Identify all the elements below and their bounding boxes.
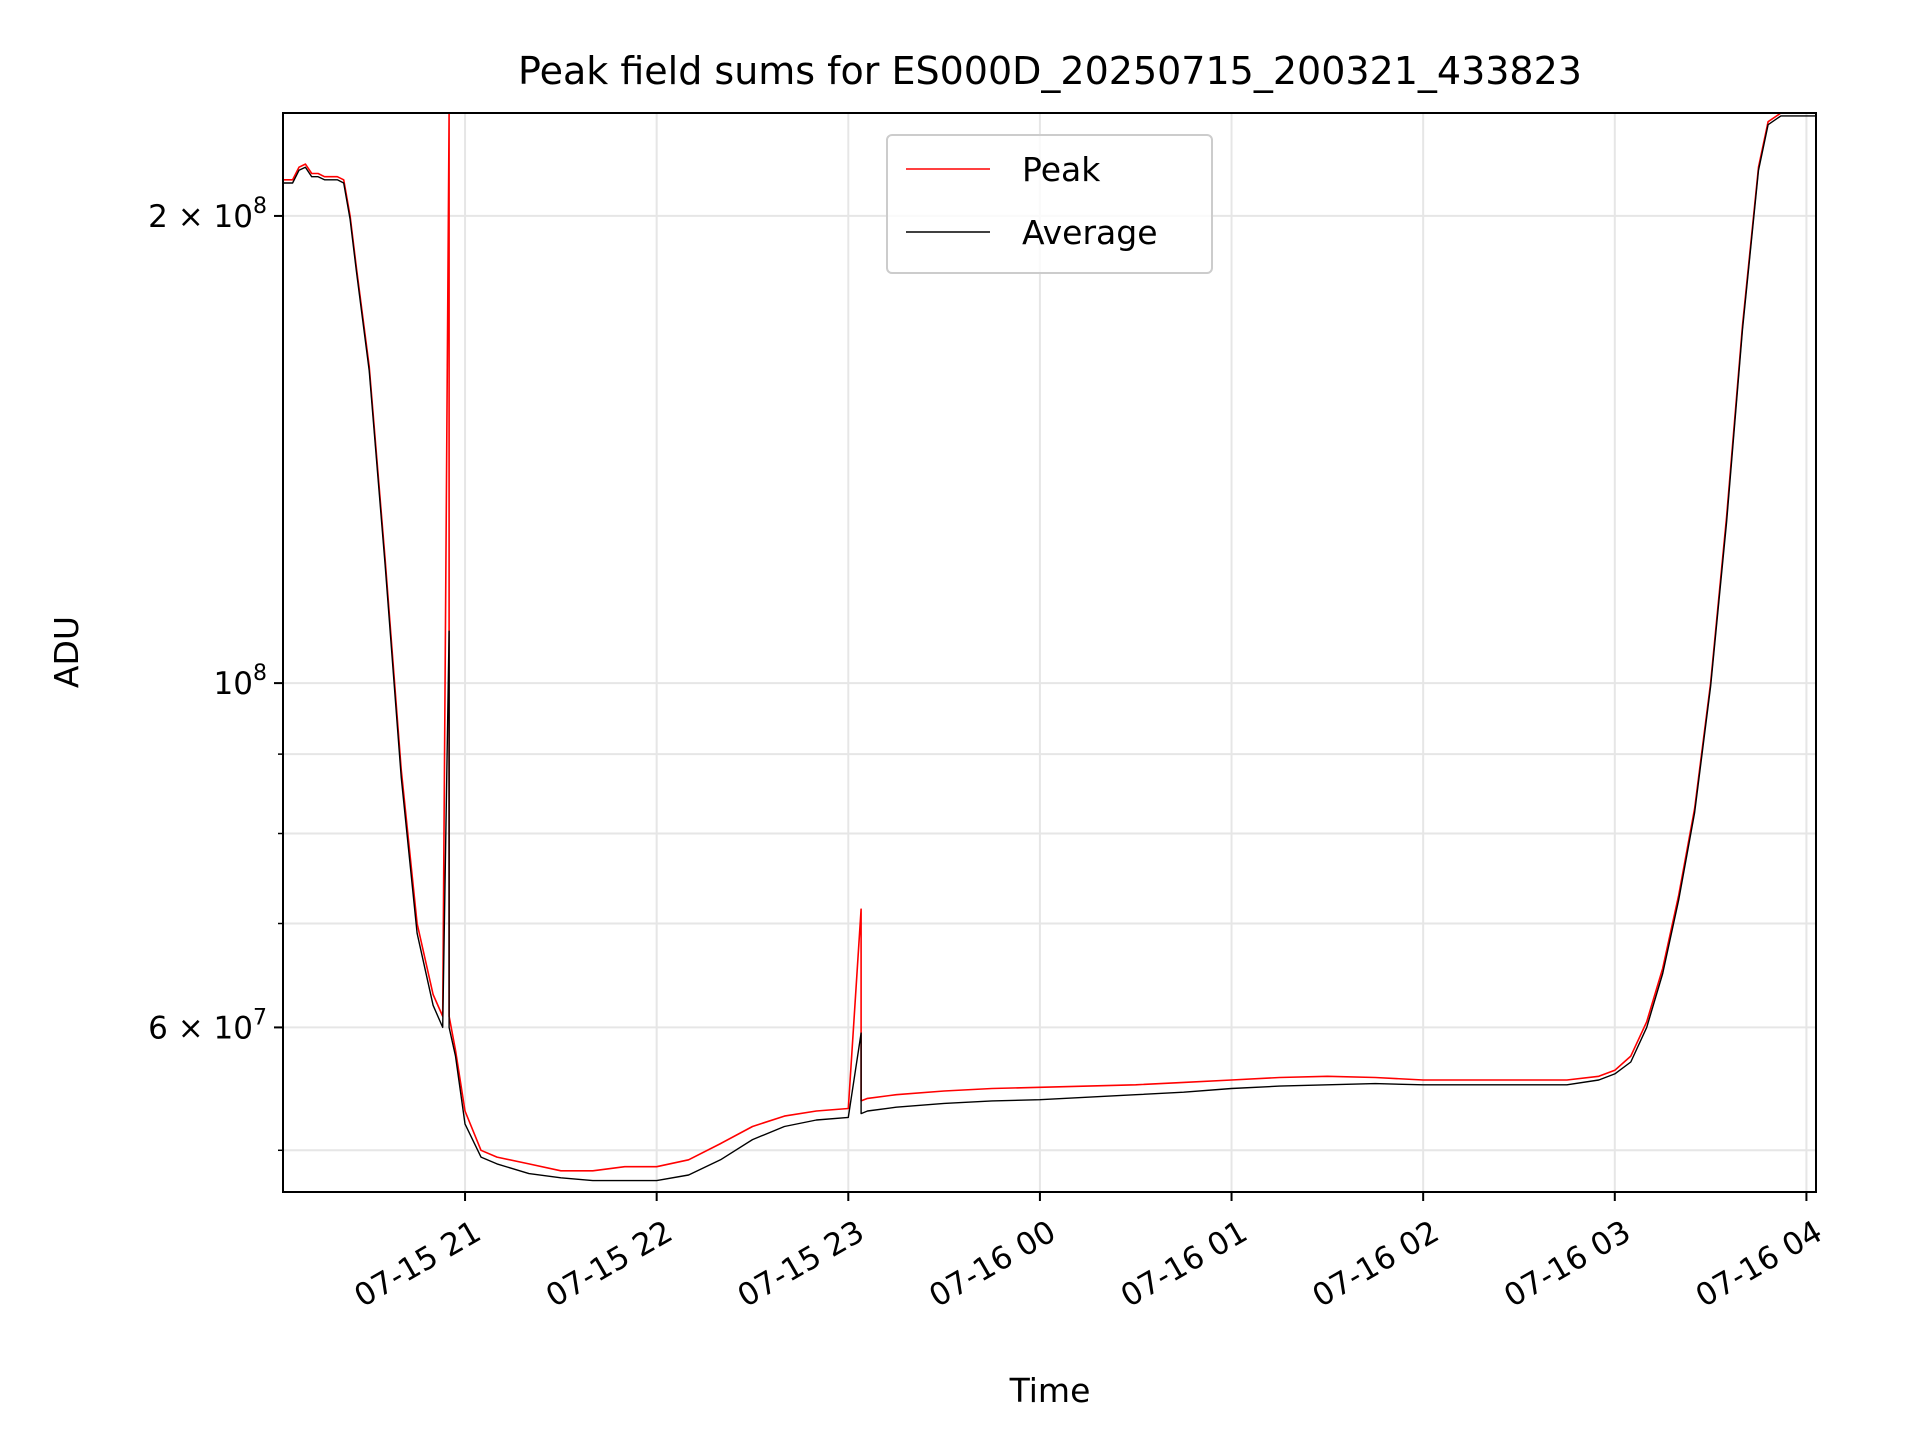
legend: Peak Average <box>886 134 1213 274</box>
y-tick-label: 2 × 108 <box>148 194 267 235</box>
y-axis-label: ADU <box>47 616 86 688</box>
y-tick-label: 108 <box>214 661 267 702</box>
series-line-average <box>283 115 1816 1182</box>
y-tick-label: 6 × 107 <box>148 1005 267 1046</box>
chart-title: Peak field sums for ES000D_20250715_2003… <box>518 49 1582 93</box>
legend-average-label: Average <box>1022 213 1158 252</box>
plot-lines <box>283 112 1816 1182</box>
plot-frame <box>282 112 1817 1193</box>
legend-peak-label: Peak <box>1022 150 1101 189</box>
x-axis-label: Time <box>1009 1371 1091 1410</box>
